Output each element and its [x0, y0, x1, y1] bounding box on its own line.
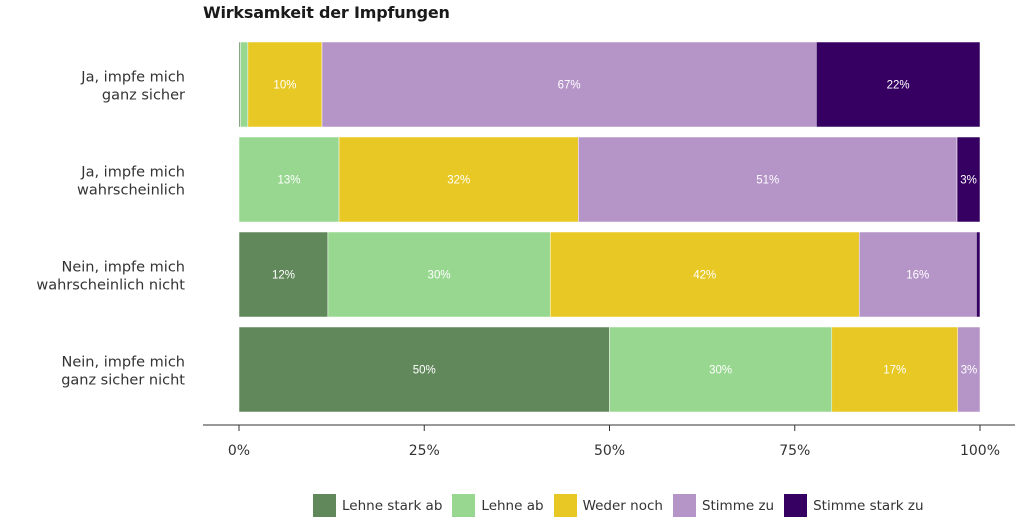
bar-data-label: 51% [756, 175, 779, 187]
legend-label: Weder noch [582, 497, 663, 514]
bar-data-label: 30% [428, 270, 451, 282]
legend-swatch [553, 494, 577, 517]
bar-data-label: 32% [447, 175, 470, 187]
bar-segment [858, 231, 977, 318]
legend-label: Lehne ab [481, 497, 544, 514]
category-label: ganz sicher [102, 88, 185, 104]
legend-swatch [313, 494, 336, 517]
bar-data-label: 30% [709, 365, 732, 377]
x-tick-label: 0% [228, 443, 250, 459]
chart-title: Wirksamkeit der Impfungen [203, 3, 450, 22]
bar-segment [831, 326, 959, 413]
bar-segment [238, 136, 340, 223]
bar-data-label: 10% [273, 80, 296, 92]
category-label: Nein, impfe mich [61, 355, 185, 371]
bar-data-label: 17% [883, 365, 906, 377]
bar-segment [609, 326, 833, 413]
bar-data-label: 50% [413, 365, 436, 377]
bar-data-label: 16% [906, 270, 929, 282]
x-tick-label: 25% [409, 443, 440, 459]
bar-segment [238, 326, 610, 413]
legend-label: Lehne stark ab [342, 497, 443, 514]
bar-data-label: 12% [272, 270, 295, 282]
category-label: Ja, impfe mich [80, 70, 185, 86]
category-label: Ja, impfe mich [80, 165, 185, 181]
x-tick-label: 75% [779, 443, 810, 459]
category-label: ganz sicher nicht [61, 373, 185, 389]
bar-data-label: 67% [558, 80, 581, 92]
category-label: Nein, impfe mich [61, 260, 185, 276]
bar-data-label: 3% [960, 175, 977, 187]
legend-label: Stimme stark zu [813, 497, 924, 514]
bar-segment [815, 41, 981, 128]
legend-item: Lehne stark ab [313, 494, 446, 517]
category-label: wahrscheinlich nicht [36, 278, 185, 294]
bar-segment [956, 136, 981, 223]
bar-segment [327, 231, 551, 318]
bar-segment [578, 136, 958, 223]
legend-item: Stimme stark zu [784, 494, 927, 517]
legend-item: Weder noch [553, 494, 667, 517]
legend-swatch [452, 494, 476, 517]
bar-data-label: 3% [961, 365, 978, 377]
legend-item: Lehne ab [452, 494, 547, 517]
bar-data-label: 22% [887, 80, 910, 92]
bar-segment [549, 231, 860, 318]
legend-swatch [784, 494, 808, 517]
bar-data-label: 42% [693, 270, 716, 282]
x-tick-label: 100% [960, 443, 1000, 459]
bar-segment [976, 231, 981, 318]
bar-segment [957, 326, 981, 413]
bar-segment [238, 231, 329, 318]
bar-segment [247, 41, 323, 128]
x-tick-label: 50% [594, 443, 625, 459]
bar-segment [338, 136, 579, 223]
stacked-bar-chart: 10% 67% 22% Ja, impfe mich ganz sicher 13% 32%… [36, 41, 1015, 459]
bar-data-label: 13% [278, 175, 301, 187]
bar-segment [240, 41, 249, 128]
legend-label: Stimme zu [701, 497, 775, 514]
legend-swatch [672, 494, 696, 517]
legend: Lehne stark ab Lehne ab Weder noch Stimme z… [313, 494, 934, 517]
category-label: wahrscheinlich [77, 183, 185, 199]
legend-item: Stimme zu [672, 494, 778, 517]
